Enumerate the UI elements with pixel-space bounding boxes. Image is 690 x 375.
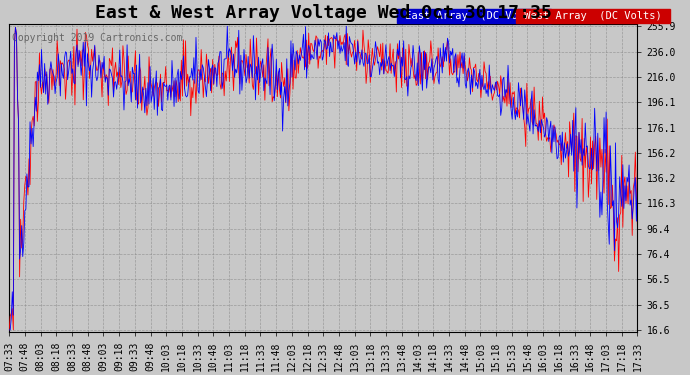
Text: West Array  (DC Volts): West Array (DC Volts): [518, 10, 668, 21]
Text: East Array  (DC Volts): East Array (DC Volts): [399, 10, 549, 21]
Text: Copyright 2019 Cartronics.com: Copyright 2019 Cartronics.com: [12, 33, 183, 43]
Title: East & West Array Voltage Wed Oct 30 17:35: East & West Array Voltage Wed Oct 30 17:…: [95, 4, 552, 22]
